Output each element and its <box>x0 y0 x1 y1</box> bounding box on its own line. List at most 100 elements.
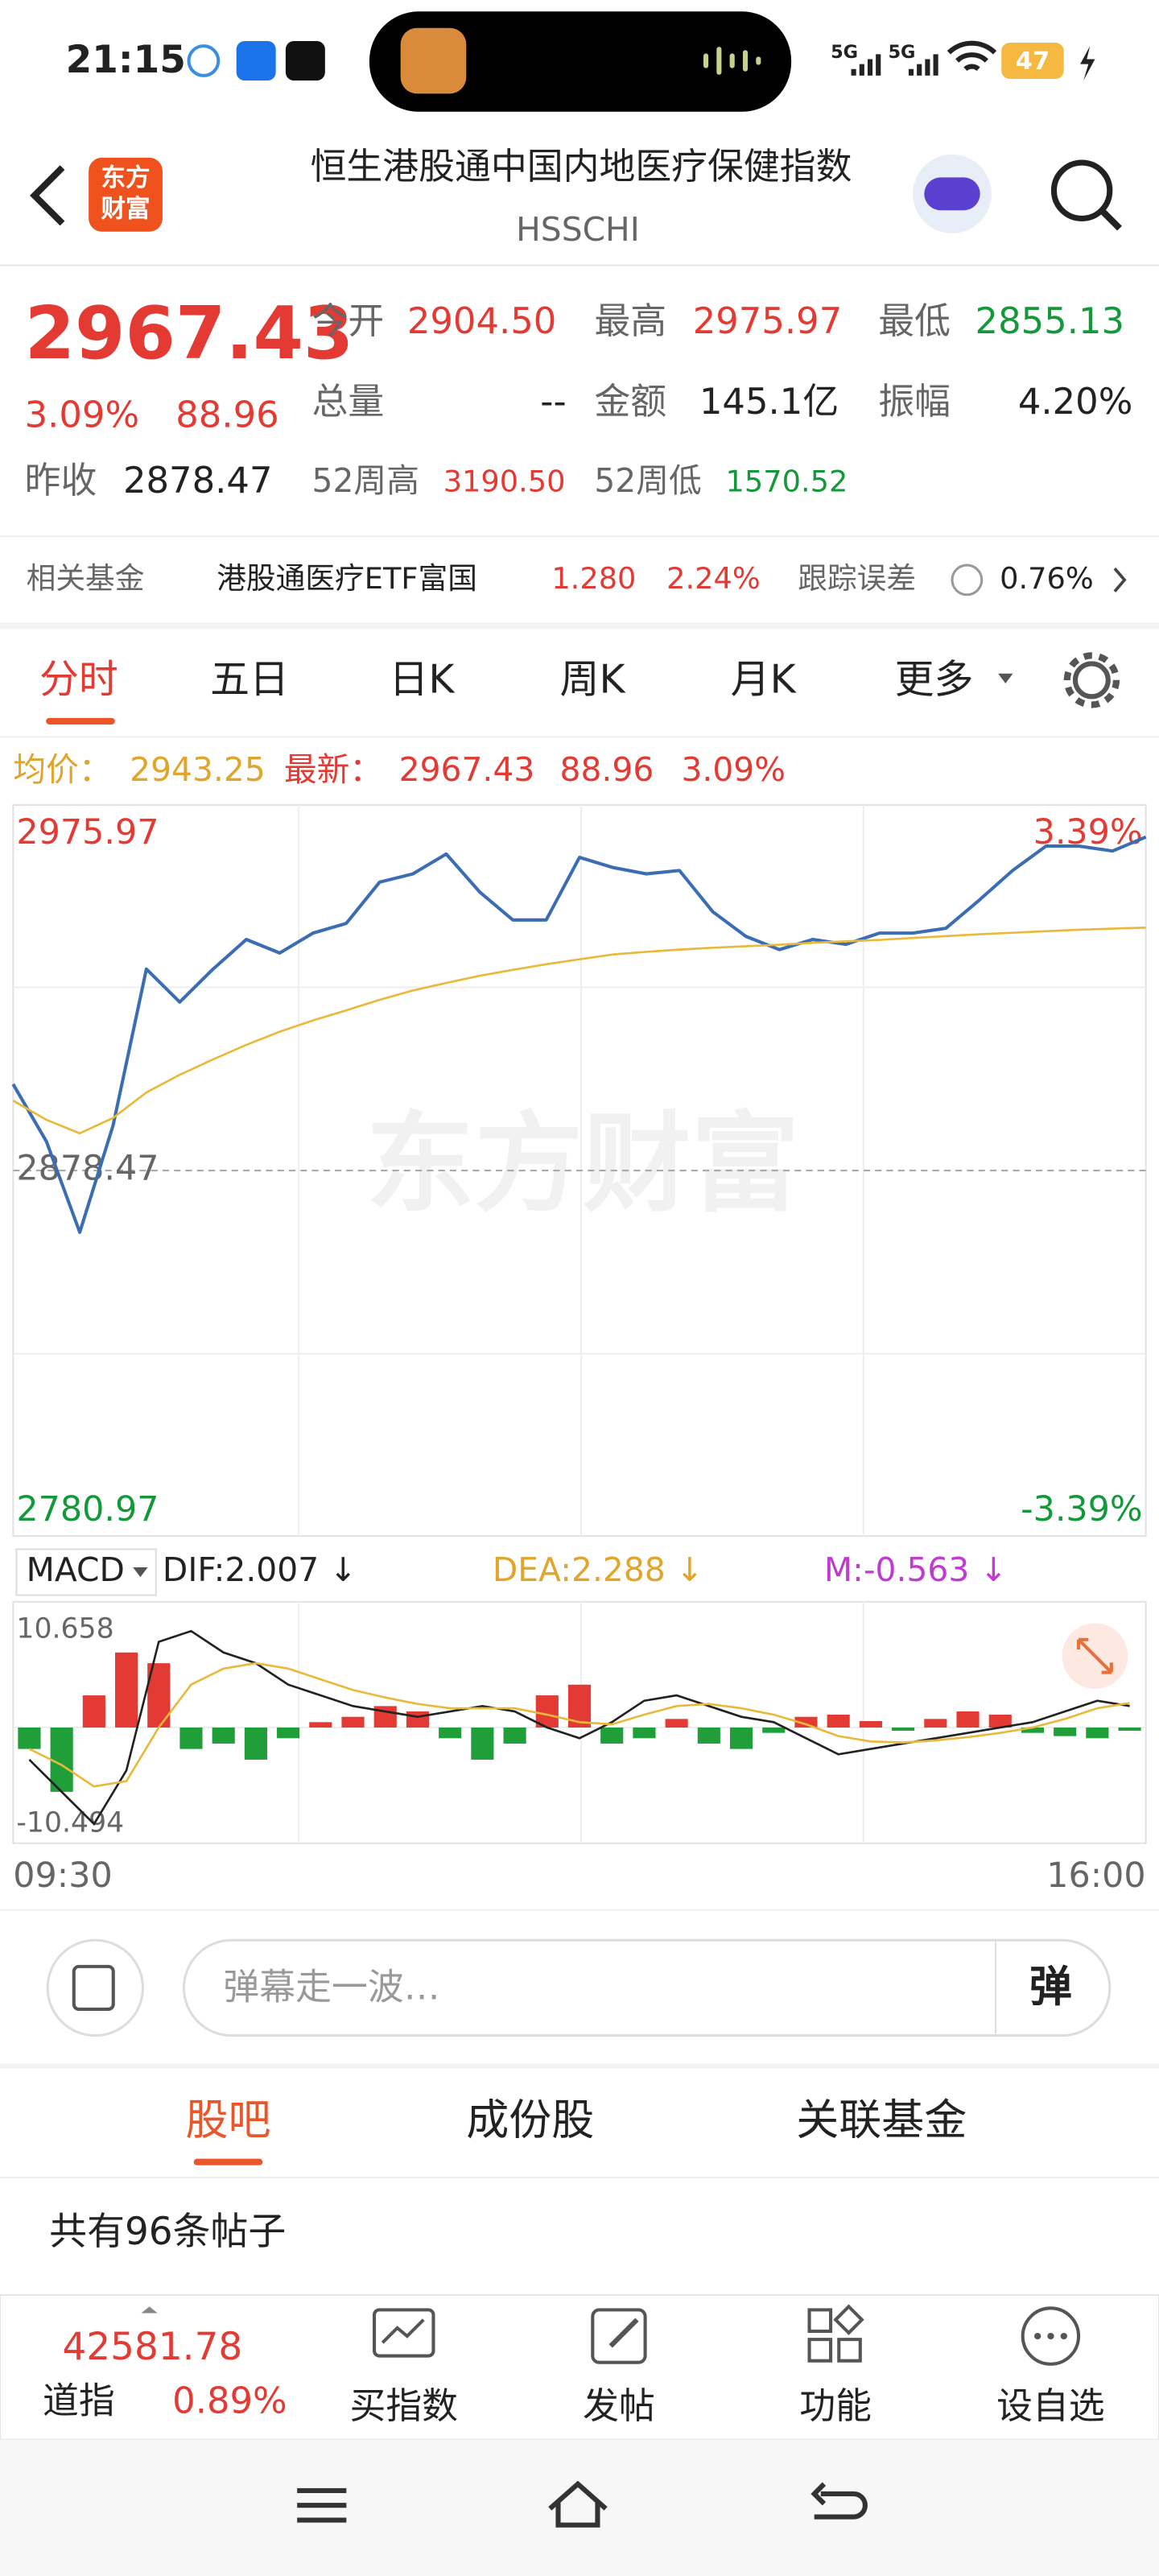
histogram-bar <box>18 1727 41 1749</box>
histogram-bar <box>924 1719 947 1728</box>
y-tick-label: 2780.97 <box>16 1489 159 1530</box>
histogram-bar <box>892 1727 915 1731</box>
fund-label: 相关基金 <box>27 561 145 596</box>
title: 恒生港股通中国内地医疗保健指数 <box>311 145 852 188</box>
y-tick-label: 10.658 <box>16 1612 113 1645</box>
nav-home[interactable] <box>548 2480 608 2528</box>
battery <box>1001 43 1064 79</box>
expand-icon <box>1077 1637 1113 1674</box>
histogram-bar <box>179 1727 203 1749</box>
clock: 21:15 <box>66 38 186 82</box>
bar-item[interactable]: 设自选 <box>996 2384 1105 2427</box>
index-change: 0.89% <box>172 2380 287 2422</box>
histogram-bar <box>212 1727 235 1744</box>
code: HSSCHI <box>516 210 640 249</box>
bar-item[interactable]: 发帖 <box>583 2384 655 2427</box>
network: 5G <box>831 42 858 63</box>
histogram-bar <box>633 1727 656 1739</box>
histogram-bar <box>471 1727 494 1760</box>
time-end: 16:00 <box>1046 1856 1145 1896</box>
stat-label: 金额 <box>594 380 666 423</box>
danmaku-send[interactable]: 弹 <box>1029 1962 1072 2012</box>
stat-value: 2878.47 <box>123 459 273 502</box>
logo-text: 东方 <box>101 163 150 192</box>
bar-item[interactable]: 功能 <box>799 2384 872 2427</box>
index-name: 道指 <box>43 2380 115 2422</box>
stat-value: 1570.52 <box>726 464 848 498</box>
divider <box>0 2063 1159 2069</box>
histogram-bar <box>1054 1727 1077 1736</box>
stat-label: 总量 <box>312 380 385 423</box>
bar-item[interactable]: 买指数 <box>349 2384 458 2427</box>
tab[interactable]: 五日 <box>210 656 289 702</box>
series-line <box>11 835 1147 1234</box>
buy-icon <box>373 2308 435 2358</box>
index-value[interactable]: 42581.78 <box>63 2325 243 2369</box>
search-icon[interactable] <box>1050 159 1113 221</box>
fund-price: 1.280 <box>551 561 636 596</box>
avg-value: 2943.25 <box>130 750 266 789</box>
indicator-select[interactable] <box>15 1548 157 1596</box>
sub-tab[interactable]: 成份股 <box>466 2095 594 2145</box>
histogram-bar <box>697 1727 720 1744</box>
histogram-bar <box>82 1695 105 1728</box>
danmaku-input[interactable] <box>182 1938 1112 2037</box>
battery-level: 47 <box>1016 47 1050 76</box>
change-pct: 3.09% <box>25 393 140 436</box>
indicator-name[interactable]: MACD <box>27 1550 125 1589</box>
logo-text: 财富 <box>101 195 150 224</box>
back-button[interactable] <box>30 165 65 226</box>
chevron <box>1113 567 1127 592</box>
settings-icon[interactable] <box>1072 661 1111 700</box>
nav-menu[interactable] <box>297 2487 347 2523</box>
histogram-bar <box>1118 1727 1141 1731</box>
tab[interactable]: 周K <box>560 656 627 702</box>
tracking-value: 0.76% <box>1000 561 1094 596</box>
danmaku-toggle[interactable] <box>46 1938 144 2037</box>
search-handle <box>1099 208 1122 231</box>
audio-wave <box>703 47 761 75</box>
macd-chart: -10.494 10.658 <box>13 1612 1146 1839</box>
time-start: 09:30 <box>13 1856 112 1896</box>
sub-tab[interactable]: 股吧 <box>185 2095 270 2145</box>
histogram-bar <box>729 1727 753 1749</box>
histogram-bar <box>309 1722 332 1728</box>
island-art <box>400 27 467 94</box>
nav-back[interactable] <box>810 2482 868 2520</box>
histogram-bar <box>244 1727 267 1760</box>
macd-line <box>28 1629 1130 1826</box>
nav-bar <box>0 2439 1159 2576</box>
histogram-bar <box>859 1721 882 1728</box>
tab[interactable]: 分时 <box>39 656 118 702</box>
price: 2967.43 <box>25 292 354 376</box>
stat-value: 2975.97 <box>693 299 843 342</box>
histogram-bar <box>535 1695 559 1728</box>
y-tick-label: 2975.97 <box>16 812 159 852</box>
app-icon <box>236 41 276 80</box>
tab[interactable]: 更多 <box>895 656 974 702</box>
latest-pct: 3.09% <box>681 750 786 789</box>
stat-value: 145.1亿 <box>699 380 839 423</box>
network: 5G <box>888 42 915 63</box>
tab[interactable]: 日K <box>389 656 456 702</box>
legend-dea: DEA:2.288 ↓ <box>493 1550 703 1589</box>
stat-value: 3190.50 <box>443 464 566 498</box>
divider <box>0 622 1159 630</box>
post-count: 共有96条帖子 <box>49 2210 286 2254</box>
stat-label: 今开 <box>312 299 385 342</box>
wifi <box>947 40 997 72</box>
stat-label: 昨收 <box>25 459 97 502</box>
sub-tab[interactable]: 关联基金 <box>796 2095 967 2145</box>
fund-name[interactable]: 港股通医疗ETF富国 <box>217 561 477 596</box>
help-icon[interactable] <box>951 564 984 597</box>
divider <box>0 264 1159 266</box>
tab[interactable]: 月K <box>731 656 798 702</box>
stat-value: 4.20% <box>1018 380 1133 423</box>
charging <box>1080 46 1095 80</box>
danmaku-icon <box>72 1964 115 2011</box>
dropdown <box>133 1567 148 1578</box>
series-line <box>12 927 1146 1135</box>
